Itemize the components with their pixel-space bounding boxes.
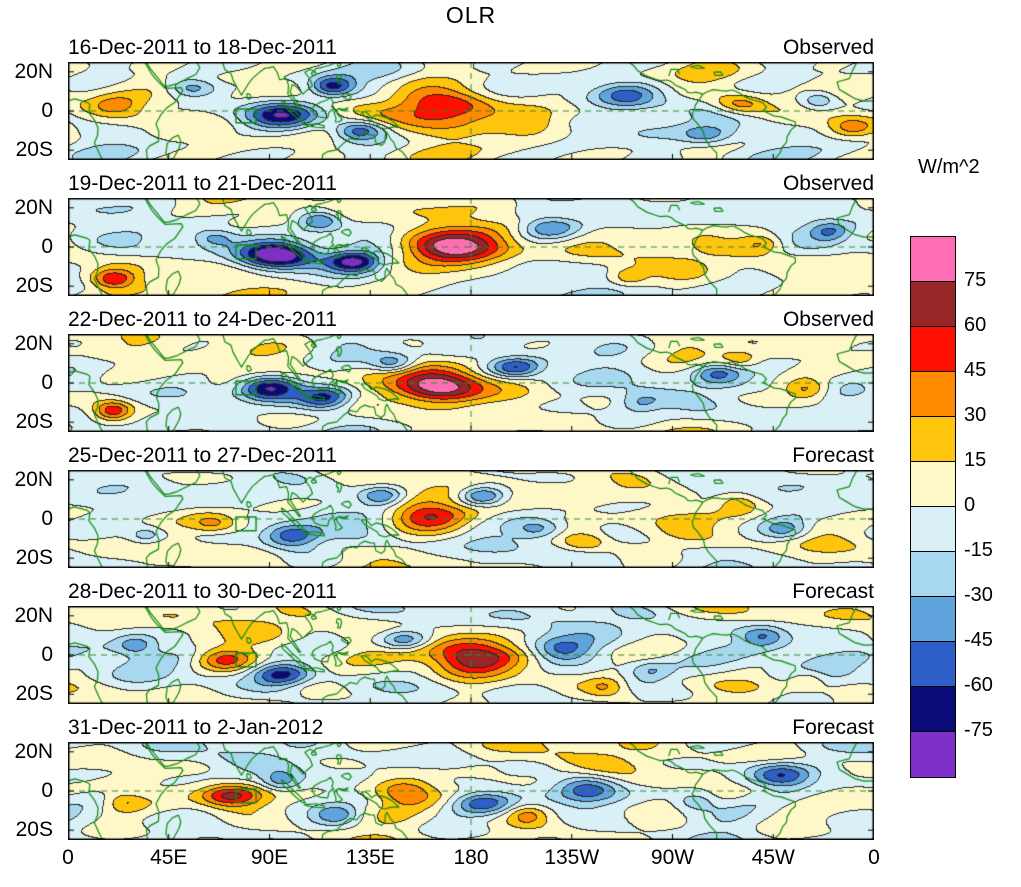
panel-header: 16-Dec-2011 to 18-Dec-2011 Observed xyxy=(68,36,874,60)
colorbar-swatch xyxy=(911,507,955,552)
colorbar-swatch xyxy=(911,462,955,507)
x-axis-label: 180 xyxy=(453,846,489,869)
y-axis-label: 20S xyxy=(15,274,53,298)
panel-date-range: 25-Dec-2011 to 27-Dec-2011 xyxy=(68,444,337,467)
colorbar-tick-label: -45 xyxy=(964,629,993,651)
colorbar-tick-label: -30 xyxy=(964,584,993,606)
y-axis-label: 0 xyxy=(41,779,53,802)
panel-date-range: 31-Dec-2011 to 2-Jan-2012 xyxy=(68,716,324,739)
x-axis-label: 90E xyxy=(250,846,289,869)
map-canvas xyxy=(68,198,874,296)
colorbar xyxy=(910,236,956,778)
colorbar-swatch xyxy=(911,642,955,687)
colorbar-swatch xyxy=(911,552,955,597)
map-canvas xyxy=(68,606,874,704)
colorbar-tick-label: 45 xyxy=(964,359,987,381)
colorbar-tick-label: -60 xyxy=(964,674,993,696)
panel-source-label: Forecast xyxy=(792,716,874,739)
colorbar-swatch xyxy=(911,327,955,372)
colorbar-tick-label: 75 xyxy=(964,269,987,291)
panel-date-range: 19-Dec-2011 to 21-Dec-2011 xyxy=(68,172,337,195)
map-panel-3: 22-Dec-2011 to 24-Dec-2011 Observed 20N 0… xyxy=(0,308,890,440)
x-axis-label: 0 xyxy=(868,846,880,869)
panel-header: 31-Dec-2011 to 2-Jan-2012 Forecast xyxy=(68,716,874,740)
x-axis-label: 135W xyxy=(544,846,600,869)
y-axis-label: 20N xyxy=(14,195,53,219)
colorbar-unit-label: W/m^2 xyxy=(918,156,980,178)
y-axis-label: 20S xyxy=(15,546,53,570)
colorbar-swatch xyxy=(911,597,955,642)
colorbar-swatch xyxy=(911,237,955,282)
panel-header: 25-Dec-2011 to 27-Dec-2011 Forecast xyxy=(68,444,874,468)
colorbar-tick-label: 30 xyxy=(964,404,987,426)
colorbar-tick-label: -75 xyxy=(964,719,993,741)
colorbar-tick-label: 0 xyxy=(964,494,976,516)
y-axis-label: 0 xyxy=(41,99,53,122)
panel-header: 19-Dec-2011 to 21-Dec-2011 Observed xyxy=(68,172,874,196)
x-axis-label: 0 xyxy=(62,846,74,869)
map-canvas xyxy=(68,742,874,840)
y-axis-label: 0 xyxy=(41,371,53,394)
colorbar-tick-label: 15 xyxy=(964,449,987,471)
colorbar-swatch xyxy=(911,687,955,732)
panel-header: 22-Dec-2011 to 24-Dec-2011 Observed xyxy=(68,308,874,332)
y-axis-label: 20N xyxy=(14,331,53,355)
colorbar-swatch xyxy=(911,372,955,417)
y-axis-label: 0 xyxy=(41,507,53,530)
x-axis-label: 90W xyxy=(650,846,695,869)
panel-date-range: 16-Dec-2011 to 18-Dec-2011 xyxy=(68,36,337,59)
panel-date-range: 28-Dec-2011 to 30-Dec-2011 xyxy=(68,580,337,603)
y-axis-label: 20N xyxy=(14,59,53,83)
panel-source-label: Observed xyxy=(782,36,874,59)
panel-header: 28-Dec-2011 to 30-Dec-2011 Forecast xyxy=(68,580,874,604)
y-axis-label: 20N xyxy=(14,467,53,491)
x-axis-label: 45W xyxy=(751,846,795,869)
panel-source-label: Observed xyxy=(782,172,874,195)
panel-source-label: Forecast xyxy=(792,580,874,603)
x-axis: 0 45E 90E 135E 180 135W 90W 45W 0 xyxy=(0,846,1021,874)
map-panel-5: 28-Dec-2011 to 30-Dec-2011 Forecast 20N 0… xyxy=(0,580,890,712)
map-panel-2: 19-Dec-2011 to 21-Dec-2011 Observed 20N 0… xyxy=(0,172,890,304)
y-axis-label: 20N xyxy=(14,603,53,627)
colorbar-swatch xyxy=(911,282,955,327)
y-axis-label: 20S xyxy=(15,138,53,162)
y-axis-label: 20S xyxy=(15,410,53,434)
y-axis-label: 20S xyxy=(15,682,53,706)
x-axis-label: 45E xyxy=(150,846,188,869)
map-canvas xyxy=(68,334,874,432)
map-canvas xyxy=(68,62,874,160)
map-panel-4: 25-Dec-2011 to 27-Dec-2011 Forecast 20N 0… xyxy=(0,444,890,576)
map-canvas xyxy=(68,470,874,568)
colorbar-swatch xyxy=(911,417,955,462)
colorbar-tick-label: 60 xyxy=(964,314,987,336)
y-axis-label: 0 xyxy=(41,235,53,258)
panel-source-label: Forecast xyxy=(792,444,874,467)
map-panel-6: 31-Dec-2011 to 2-Jan-2012 Forecast 20N 0 2… xyxy=(0,716,890,848)
y-axis-label: 20S xyxy=(15,818,53,842)
page-title: OLR xyxy=(445,2,497,28)
panel-date-range: 22-Dec-2011 to 24-Dec-2011 xyxy=(68,308,337,331)
map-panel-1: 16-Dec-2011 to 18-Dec-2011 Observed 20N 0… xyxy=(0,36,890,168)
colorbar-swatch xyxy=(911,732,955,777)
y-axis-label: 0 xyxy=(41,643,53,666)
colorbar-tick-label: -15 xyxy=(964,539,993,561)
y-axis-label: 20N xyxy=(14,739,53,763)
panel-source-label: Observed xyxy=(782,308,874,331)
x-axis-label: 135E xyxy=(345,846,395,869)
